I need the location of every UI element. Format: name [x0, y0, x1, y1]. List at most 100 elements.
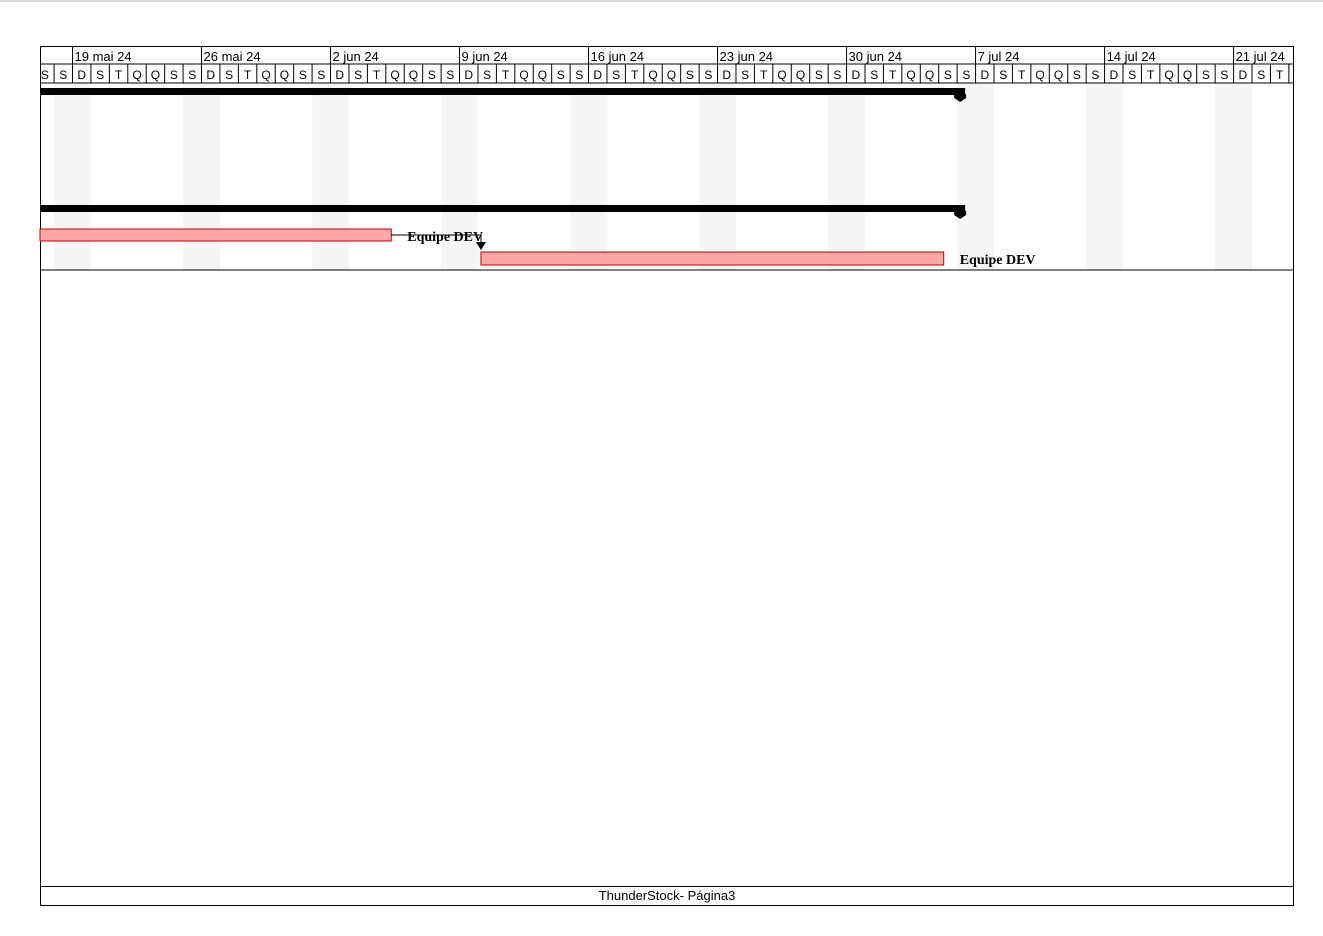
day-label: S [1128, 68, 1136, 82]
weekend-shade [441, 83, 478, 270]
day-label: Q [538, 68, 547, 82]
summary-bar-end-cap [954, 211, 967, 219]
day-label: D [464, 68, 473, 82]
weekend-shade [1215, 83, 1253, 270]
weekend-shade [54, 83, 91, 270]
footer-divider [40, 886, 1294, 887]
day-label: Q [261, 68, 270, 82]
week-label: 23 jun 24 [720, 49, 774, 64]
day-label: S [1257, 68, 1265, 82]
day-label: S [1202, 68, 1210, 82]
day-label: S [59, 68, 67, 82]
day-label: Q [648, 68, 657, 82]
day-label: T [502, 68, 510, 82]
day-label: S [188, 68, 196, 82]
day-label: S [612, 68, 620, 82]
day-label: Q [1035, 68, 1044, 82]
day-label: S [299, 68, 307, 82]
day-label: Q [667, 68, 676, 82]
day-label: S [833, 68, 841, 82]
day-label: Q [132, 68, 141, 82]
week-label: 16 jun 24 [591, 49, 645, 64]
day-label: S [815, 68, 823, 82]
day-label: Q [1183, 68, 1192, 82]
week-label: 2 jun 24 [333, 49, 379, 64]
day-label: T [244, 68, 252, 82]
day-label: D [1109, 68, 1118, 82]
week-label: 19 mai 24 [75, 49, 132, 64]
day-label: T [631, 68, 639, 82]
day-label: S [317, 68, 325, 82]
day-label: S [446, 68, 454, 82]
day-label: T [1018, 68, 1026, 82]
weekend-shade [312, 83, 349, 270]
day-label: S [1091, 68, 1099, 82]
day-label: S [354, 68, 362, 82]
weekend-shade [699, 83, 736, 270]
day-label: T [889, 68, 897, 82]
week-label: 7 jul 24 [978, 49, 1020, 64]
day-label: D [851, 68, 860, 82]
day-label: Q [280, 68, 289, 82]
week-label: 14 jul 24 [1107, 49, 1156, 64]
day-label: S [557, 68, 565, 82]
week-label: 30 jun 24 [849, 49, 903, 64]
day-label: S [944, 68, 952, 82]
day-label: Q [1054, 68, 1063, 82]
day-label: S [1220, 68, 1228, 82]
weekend-shade [1086, 83, 1124, 270]
week-label: 21 jul 24 [1236, 49, 1285, 64]
day-label: S [870, 68, 878, 82]
day-label: Q [906, 68, 915, 82]
week-label: 9 jun 24 [462, 49, 508, 64]
weekend-shade [957, 83, 994, 270]
day-label: S [170, 68, 178, 82]
weekend-shade [183, 83, 220, 270]
day-label: Q [519, 68, 528, 82]
weekend-shade [570, 83, 607, 270]
day-label: S [962, 68, 970, 82]
day-label: S [575, 68, 583, 82]
day-label: D [335, 68, 344, 82]
page-frame [40, 46, 1294, 906]
day-label: D [77, 68, 86, 82]
week-label: 26 mai 24 [204, 49, 261, 64]
summary-bar-end-cap [954, 94, 967, 102]
day-label: T [1147, 68, 1155, 82]
top-rule [0, 0, 1323, 2]
task-bar [39, 228, 392, 242]
day-label: S [428, 68, 436, 82]
day-label: S [999, 68, 1007, 82]
day-label: D [206, 68, 215, 82]
day-label: S [686, 68, 694, 82]
task-label: Equipe DEV [960, 253, 1036, 268]
day-label: S [741, 68, 749, 82]
day-label: Q [409, 68, 418, 82]
day-label: Q [777, 68, 786, 82]
day-label: Q [796, 68, 805, 82]
weekend-shade [828, 83, 865, 270]
page-footer: ThunderStock- Página3 [598, 888, 736, 903]
day-label: T [115, 68, 123, 82]
day-label: S [704, 68, 712, 82]
day-label: T [760, 68, 768, 82]
day-label: D [980, 68, 989, 82]
day-label: D [1238, 68, 1247, 82]
day-label: Q [1164, 68, 1173, 82]
task-label: Equipe DEV [407, 230, 483, 245]
day-label: D [722, 68, 731, 82]
day-label: Q [151, 68, 160, 82]
day-label: D [593, 68, 602, 82]
day-label: T [1276, 68, 1284, 82]
summary-bar [40, 88, 966, 95]
day-label: S [41, 68, 49, 82]
day-label: T [373, 68, 381, 82]
day-label: S [225, 68, 233, 82]
dependency-line [391, 234, 482, 245]
day-label: S [96, 68, 104, 82]
day-label: Q [390, 68, 399, 82]
dependency-arrow [475, 242, 486, 250]
summary-bar [40, 205, 966, 212]
day-label: S [483, 68, 491, 82]
